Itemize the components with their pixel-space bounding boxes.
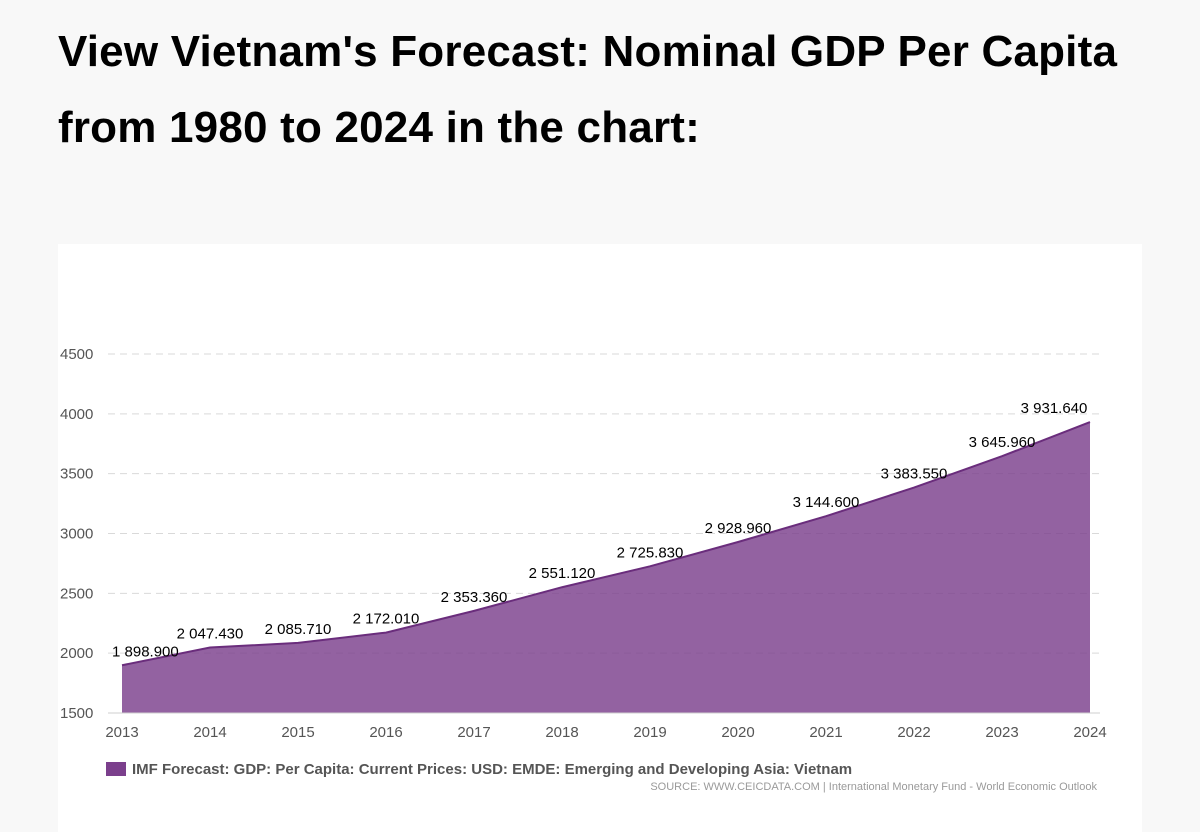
x-tick-label: 2023 [985,724,1018,741]
x-tick-label: 2016 [369,724,402,741]
data-point [912,486,916,490]
legend-swatch [106,762,126,776]
data-point [736,540,740,544]
data-point [472,609,476,613]
data-label: 3 931.640 [1021,400,1088,417]
y-tick-label: 4000 [60,406,93,423]
x-tick-label: 2018 [545,724,578,741]
series-line [121,421,1091,667]
y-tick-label: 4500 [60,346,93,363]
y-tick-label: 2500 [60,585,93,602]
data-label: 2 928.960 [705,520,772,537]
data-label: 2 172.010 [353,611,420,628]
x-tick-label: 2015 [281,724,314,741]
x-tick-label: 2021 [809,724,842,741]
data-label: 2 047.430 [177,625,244,642]
data-label: 2 725.830 [617,544,684,561]
source-note: SOURCE: WWW.CEICDATA.COM | International… [650,781,1097,793]
area-fill [122,422,1090,713]
data-label: 1 898.900 [112,643,179,660]
x-tick-label: 2024 [1073,724,1106,741]
data-label: 2 085.710 [265,621,332,638]
data-point [824,514,828,518]
data-label: 3 645.960 [969,434,1036,451]
data-point [296,641,300,645]
y-tick-label: 3500 [60,466,93,483]
data-point [1000,454,1004,458]
x-tick-label: 2019 [633,724,666,741]
page-headline: View Vietnam's Forecast: Nominal GDP Per… [58,27,1118,152]
data-label: 3 383.550 [881,466,948,483]
x-tick-label: 2014 [193,724,226,741]
y-tick-label: 2000 [60,645,93,662]
data-point [560,585,564,589]
data-label: 3 144.600 [793,494,860,511]
data-point [120,663,124,667]
legend-label: IMF Forecast: GDP: Per Capita: Current P… [132,760,853,778]
data-point [648,564,652,568]
data-point [1088,420,1092,424]
y-tick-label: 3000 [60,526,93,543]
x-tick-label: 2022 [897,724,930,741]
x-tick-label: 2017 [457,724,490,741]
data-point [208,645,212,649]
data-point [384,631,388,635]
y-tick-label: 1500 [60,705,93,722]
x-tick-label: 2013 [105,724,138,741]
chart-legend[interactable]: IMF Forecast: GDP: Per Capita: Current P… [106,759,852,779]
data-label: 2 551.120 [529,565,596,582]
x-tick-label: 2020 [721,724,754,741]
data-label: 2 353.360 [441,589,508,606]
